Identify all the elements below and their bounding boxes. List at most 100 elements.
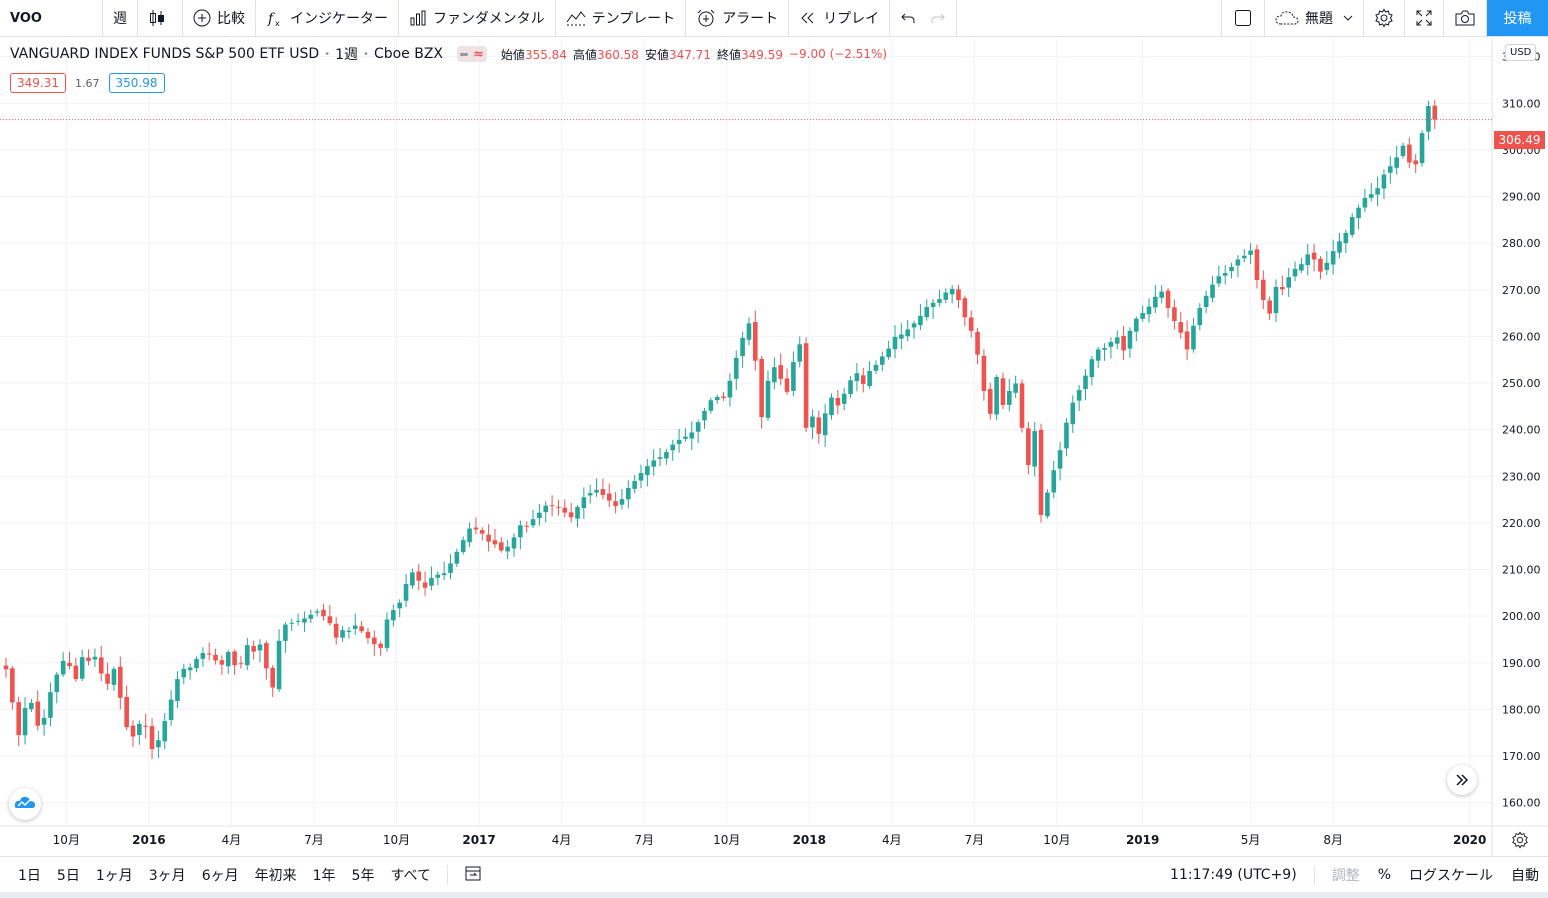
candle (613, 491, 618, 514)
candle (670, 439, 676, 461)
candle (524, 521, 529, 533)
snapshot-button[interactable] (1444, 0, 1487, 36)
candle (1210, 276, 1215, 303)
range-ytd[interactable]: 年初来 (254, 867, 297, 884)
bid-price[interactable]: 349.31 (10, 73, 66, 93)
fullscreen-button[interactable] (1405, 0, 1444, 36)
compare-button[interactable]: 比較 (183, 0, 256, 36)
candle (1076, 384, 1082, 412)
range-5d[interactable]: 5日 (56, 867, 80, 884)
candle-body (632, 480, 637, 489)
settings-button[interactable] (1364, 0, 1405, 36)
candle-body (1426, 106, 1431, 132)
fundamentals-button[interactable]: ファンダメンタル (399, 0, 556, 36)
price-chart[interactable]: 160.00 170.00 180.00 190.00 200.00 210.00 220.… (0, 38, 1548, 856)
candle-body (1070, 402, 1076, 425)
candle (1343, 229, 1349, 253)
fundamentals-label: ファンダメンタル (433, 11, 545, 27)
candle-body (511, 537, 517, 549)
candle-body (1330, 251, 1336, 265)
candle-body (1076, 390, 1082, 401)
axis-settings-button[interactable] (1511, 831, 1529, 853)
candle-body (60, 660, 66, 675)
candle-body (1102, 348, 1107, 350)
candle-body (130, 725, 136, 737)
range-3m[interactable]: 3ヶ月 (148, 867, 186, 884)
time-tick-label: 7月 (634, 833, 654, 847)
chart-type-button[interactable] (138, 0, 183, 36)
candle (384, 612, 390, 652)
candle-body (1286, 277, 1291, 288)
clock-time[interactable]: 11:17:49 (UTC+9) (1170, 866, 1297, 883)
candle-body (1203, 295, 1209, 308)
range-5y[interactable]: 5年 (351, 867, 375, 884)
candle (219, 655, 225, 675)
candle (708, 397, 714, 414)
candle (626, 480, 631, 509)
fullscreen-layout-button[interactable] (1221, 0, 1265, 36)
bid-ask-quote: 349.31 1.67 350.98 (10, 73, 165, 93)
undo-icon[interactable] (900, 10, 916, 26)
price-tick-label: 280.00 (1502, 237, 1541, 250)
price-axis[interactable]: 160.00 170.00 180.00 190.00 200.00 210.00 220.… (1502, 51, 1541, 810)
candle-body (302, 618, 307, 623)
candle-body (372, 637, 377, 645)
candle-body (1419, 133, 1425, 164)
range-1d[interactable]: 1日 (18, 867, 41, 884)
range-all[interactable]: すべて (390, 867, 431, 884)
candle-body (587, 493, 593, 496)
candle-body (1007, 390, 1012, 405)
replay-button[interactable]: リプレイ (789, 0, 891, 36)
market-status-badge[interactable]: ≈ (457, 46, 487, 62)
candle-body (905, 329, 910, 337)
candle (1159, 285, 1164, 304)
candle-body (568, 512, 574, 518)
candle (1362, 188, 1368, 213)
candle (1388, 156, 1393, 184)
tradingview-logo-button[interactable] (9, 788, 41, 820)
layout-save-button[interactable]: 無題 (1265, 0, 1364, 36)
candle (918, 303, 923, 331)
candle (111, 666, 117, 691)
templates-button[interactable]: テンプレート (556, 0, 687, 36)
candle-body (778, 365, 783, 379)
log-scale-toggle[interactable]: ログスケール (1409, 867, 1493, 884)
candle-body (651, 460, 656, 467)
candle (556, 499, 561, 516)
candle-body (1153, 296, 1158, 308)
double-chevron-right-icon (1455, 771, 1469, 790)
candle-body (1108, 342, 1114, 347)
goto-date-button[interactable] (456, 864, 490, 886)
low-value: 安値347.71 (644, 47, 711, 62)
candle-body (1178, 322, 1184, 333)
auto-scale-toggle[interactable]: 自動 (1511, 867, 1539, 884)
candle-body (619, 499, 625, 505)
ask-price[interactable]: 350.98 (108, 73, 165, 93)
candle-body (1362, 197, 1368, 208)
symbol-search-button[interactable]: VOO (0, 0, 103, 36)
candle (1248, 243, 1253, 265)
alert-button[interactable]: アラート (686, 0, 790, 36)
range-1m[interactable]: 1ヶ月 (95, 867, 133, 884)
range-1y[interactable]: 1年 (312, 867, 336, 884)
candle (1280, 275, 1285, 296)
candle (873, 360, 879, 374)
adjust-toggle[interactable]: 調整 (1331, 867, 1360, 884)
candle-body (276, 640, 282, 690)
interval-button[interactable]: 週 (103, 0, 138, 36)
candle (1146, 298, 1152, 323)
candle (537, 504, 542, 526)
percent-toggle[interactable]: % (1377, 866, 1391, 883)
publish-button[interactable]: 投稿 (1487, 0, 1548, 36)
candle (721, 392, 726, 402)
scroll-to-realtime-button[interactable] (1447, 765, 1477, 795)
candle (1267, 296, 1272, 320)
approx-icon: ≈ (473, 46, 484, 62)
currency-badge[interactable]: USD (1505, 44, 1537, 61)
range-6m[interactable]: 6ヶ月 (201, 867, 239, 884)
time-axis[interactable]: 10月 2016 4月 7月 10月 2017 4月 7月 10月 2018 4月 7月 10月 2019… (53, 833, 1487, 847)
redo-icon[interactable] (930, 10, 946, 26)
candle-body (765, 380, 771, 418)
candle-body (1241, 255, 1247, 259)
